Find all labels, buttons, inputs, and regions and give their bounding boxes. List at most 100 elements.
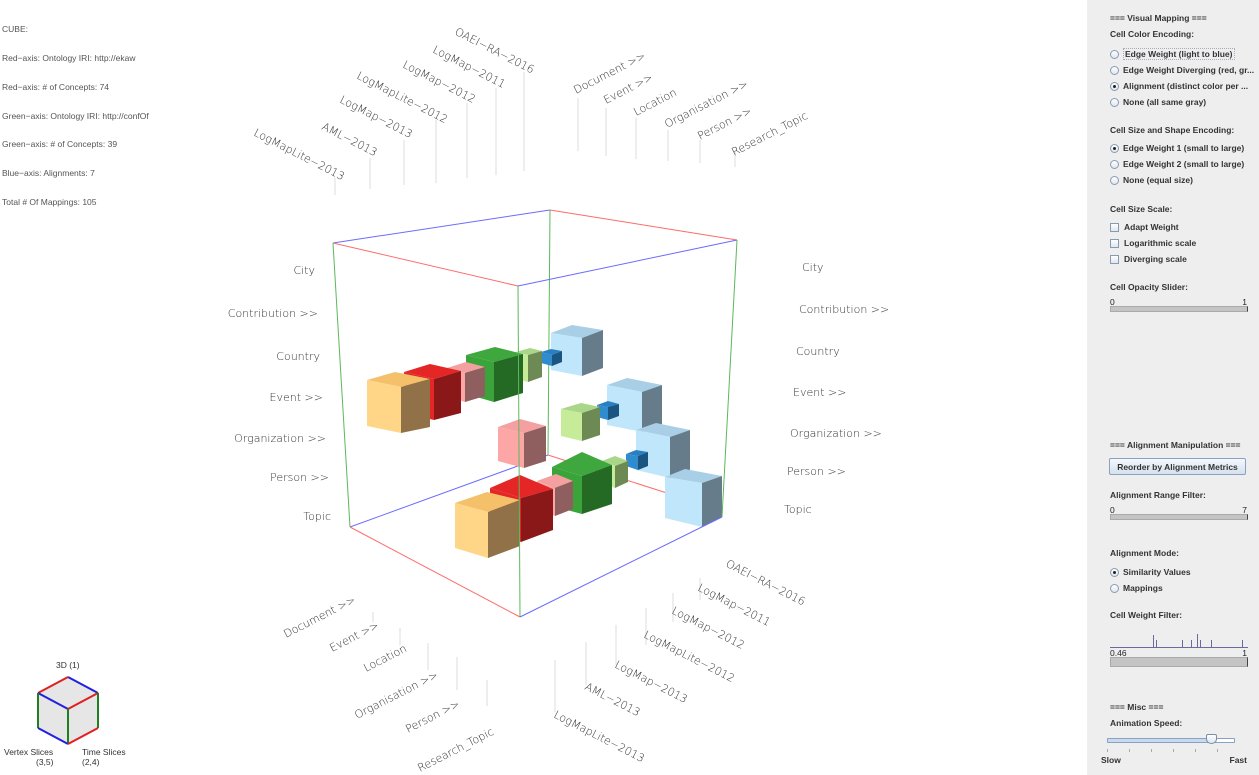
histogram-bar [1152, 635, 1154, 648]
vertex-slices-count: (3,5) [36, 757, 54, 767]
cell-cube [561, 403, 600, 441]
red-concept-label: Event >> [327, 619, 381, 655]
option-label: None (all same gray) [1123, 97, 1207, 107]
vertex-slices-label[interactable]: Vertex Slices [4, 747, 54, 757]
green-concept-label: Event >> [793, 386, 846, 399]
cell-cube [498, 419, 546, 468]
checkbox-icon[interactable] [1110, 254, 1119, 264]
info-line: Red−axis: # of Concepts: 74 [2, 81, 110, 92]
alignment-labels-top: LogMapLite−2013 AML−2013 LogMap−2013 Log… [252, 25, 537, 183]
radio-selected-icon[interactable] [1110, 81, 1119, 91]
time-slices-count: (2,4) [82, 757, 100, 767]
green-concept-label: Topic [303, 510, 331, 523]
weight-filter-label: Cell Weight Filter: [1110, 610, 1183, 620]
alignment-tick-lines-top [334, 72, 525, 195]
info-line: Total # Of Mappings: 105 [2, 196, 97, 207]
animation-speed-slider[interactable] [1107, 734, 1235, 760]
cube-3d-viewport[interactable]: City Contribution >> Country Event >> Or… [0, 0, 1087, 775]
option-label: Adapt Weight [1124, 222, 1179, 232]
checkbox-logarithmic-scale[interactable]: Logarithmic scale [1110, 237, 1196, 249]
opacity-slider-track[interactable] [1110, 306, 1248, 312]
color-option-edge-weight-diverging[interactable]: Edge Weight Diverging (red, gr... [1110, 64, 1254, 76]
green-axis-labels-right: City Contribution >> Country Event >> Or… [784, 261, 889, 516]
color-option-none[interactable]: None (all same gray) [1110, 96, 1206, 108]
info-line: Green−axis: Ontology IRI: http://confOf [2, 110, 149, 121]
option-label: Edge Weight Diverging (red, gr... [1123, 65, 1255, 75]
size-option-edge-weight-2[interactable]: Edge Weight 2 (small to large) [1110, 158, 1244, 170]
green-concept-label: Person >> [787, 465, 846, 478]
green-concept-label: Organization >> [234, 432, 326, 445]
speed-slider-thumb[interactable] [1205, 734, 1217, 744]
info-line: Blue−axis: Alignments: 7 [2, 168, 95, 179]
red-concept-label: Research_Topic [415, 725, 495, 775]
histogram-bar [1191, 640, 1193, 648]
green-concept-label: Organization >> [790, 427, 882, 440]
histogram-bar [1196, 634, 1198, 648]
green-concept-label: Contribution >> [228, 307, 318, 320]
checkbox-icon[interactable] [1110, 238, 1119, 248]
mode-option-mappings[interactable]: Mappings [1110, 582, 1163, 594]
weight-min: 0.46 [1110, 648, 1127, 658]
cell-cube [551, 325, 603, 376]
checkbox-diverging-scale[interactable]: Diverging scale [1110, 253, 1187, 265]
speed-slow-label: Slow [1101, 755, 1121, 765]
cell-cube [665, 469, 722, 527]
alignment-manipulation-title: === Alignment Manipulation === [1110, 440, 1241, 450]
alignment-cells[interactable] [367, 325, 722, 558]
checkbox-adapt-weight[interactable]: Adapt Weight [1110, 221, 1179, 233]
option-label: Edge Weight (light to blue) [1123, 48, 1235, 60]
checkbox-icon[interactable] [1110, 222, 1119, 232]
time-slices-label[interactable]: Time Slices [82, 747, 126, 757]
speed-range-labels: Slow Fast [1101, 755, 1247, 765]
option-label: Logarithmic scale [1124, 238, 1197, 248]
option-label: Edge Weight 2 (small to large) [1123, 159, 1245, 169]
opacity-slider[interactable]: 0 1 [1110, 297, 1248, 312]
cell-cube [626, 450, 648, 470]
color-option-edge-weight[interactable]: Edge Weight (light to blue) [1110, 48, 1235, 60]
red-concept-label: Location [361, 642, 408, 675]
size-option-none[interactable]: None (equal size) [1110, 174, 1193, 186]
view-3d-label[interactable]: 3D (1) [56, 660, 80, 670]
weight-filter-slider[interactable] [1110, 657, 1248, 667]
alignment-labels-bottom: LogMapLite−2013 AML−2013 LogMap−2013 Log… [552, 557, 808, 765]
green-concept-label: City [802, 261, 824, 274]
histogram-bar [1210, 640, 1212, 648]
option-label: Similarity Values [1123, 567, 1191, 577]
color-option-alignment[interactable]: Alignment (distinct color per ... [1110, 80, 1248, 92]
cell-cube [455, 492, 520, 558]
green-concept-label: Person >> [270, 471, 329, 484]
histogram-bar [1242, 640, 1244, 648]
mode-option-similarity[interactable]: Similarity Values [1110, 566, 1191, 578]
info-line: Green−axis: # of Concepts: 39 [2, 139, 118, 150]
concept-tick-lines-bottom [372, 612, 488, 706]
green-concept-label: Topic [784, 503, 812, 516]
weight-max: 1 [1242, 648, 1247, 658]
radio-icon[interactable] [1110, 583, 1119, 593]
radio-icon[interactable] [1110, 175, 1119, 185]
histogram-bar [1181, 640, 1183, 648]
red-axis-labels-top: Document >> Event >> Location Organisati… [571, 49, 809, 158]
range-slider-track[interactable] [1110, 514, 1248, 520]
size-option-edge-weight-1[interactable]: Edge Weight 1 (small to large) [1110, 142, 1244, 154]
radio-icon[interactable] [1110, 97, 1119, 107]
alignment-range-slider[interactable]: 0 7 [1110, 505, 1248, 520]
radio-icon[interactable] [1110, 159, 1119, 169]
info-line: CUBE: [2, 24, 28, 35]
option-label: Edge Weight 1 (small to large) [1123, 143, 1245, 153]
opacity-slider-label: Cell Opacity Slider: [1110, 282, 1188, 292]
green-concept-label: Country [276, 350, 320, 363]
radio-selected-icon[interactable] [1110, 567, 1119, 577]
radio-selected-icon[interactable] [1110, 143, 1119, 153]
cube-scene[interactable]: City Contribution >> Country Event >> Or… [0, 0, 1087, 775]
control-panel: === Visual Mapping === Cell Color Encodi… [1087, 0, 1259, 775]
radio-icon[interactable] [1110, 49, 1119, 59]
animation-speed-label: Animation Speed: [1110, 718, 1183, 728]
speed-slider-track[interactable] [1107, 738, 1235, 743]
mini-cube-icon[interactable] [0, 655, 160, 775]
radio-icon[interactable] [1110, 65, 1119, 75]
view-mode-cube-widget[interactable]: 3D (1) Vertex Slices (3,5) Time Slices (… [0, 655, 160, 775]
cube-info-text: CUBE: Red−axis: Ontology IRI: http://eka… [2, 6, 149, 227]
reorder-by-alignment-metrics-button[interactable]: Reorder by Alignment Metrics [1109, 458, 1246, 475]
cell-cube [607, 378, 662, 432]
option-label: None (equal size) [1123, 175, 1193, 185]
